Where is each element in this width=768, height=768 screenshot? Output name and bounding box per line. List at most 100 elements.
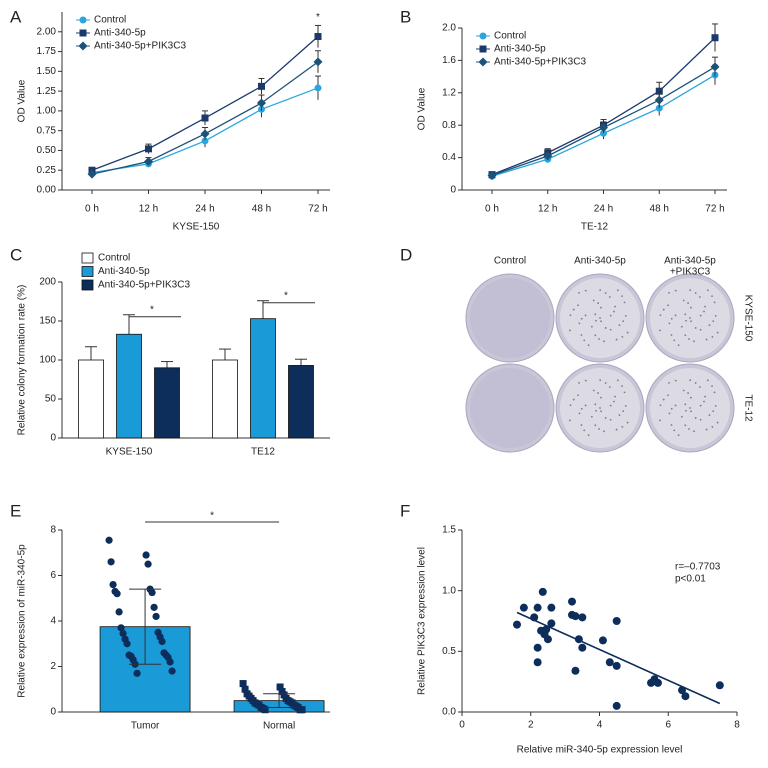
panel-label: B [400,7,411,26]
data-point [612,701,621,710]
y-tick-label: 0 [50,433,56,444]
bar [250,318,276,439]
marker [479,32,487,40]
colony [698,386,701,388]
data-point [605,658,614,667]
marker [145,145,152,153]
data-point [261,706,269,714]
bar [154,367,180,439]
colony [599,379,602,382]
colony [674,289,677,292]
colony [584,289,587,292]
y-tick-label: 4 [50,616,56,627]
colony [673,429,676,432]
data-point [547,619,556,628]
colony [712,410,715,413]
marker [478,57,488,67]
marker [257,98,266,108]
colony [608,386,611,388]
legend-label: Anti-340-5p+PIK3C3 [98,280,190,291]
data-point [578,613,587,622]
colony [572,308,575,311]
y-tick-label: 1.5 [442,525,456,536]
x-tick-label: 12 h [538,204,557,215]
data-point [133,669,141,677]
colony [682,299,685,302]
colony [690,320,692,323]
colony [670,424,673,426]
colony [608,296,611,298]
marker [479,45,487,53]
x-tick-label: Normal [263,721,295,732]
colony [580,317,583,320]
colony [623,391,626,394]
series-line [91,36,319,171]
legend-swatch [81,279,94,291]
data-point [568,597,576,606]
x-tick-label: 0 h [485,204,499,215]
colony [615,338,618,341]
data-point [547,603,556,612]
marker [654,95,664,105]
data-point [513,620,521,629]
data-point [598,636,607,645]
colony [603,340,605,343]
data-point [239,680,247,688]
data-point [152,612,160,621]
x-tick-label: 4 [597,720,603,731]
colony [711,385,713,387]
colony [674,404,677,407]
colony [680,415,683,418]
x-tick-label: 48 h [252,204,271,215]
x-tick-label: 6 [665,720,671,731]
column-label: +PIK3C3 [670,267,711,278]
y-tick-label: 1.6 [442,55,456,66]
colony [590,325,593,328]
colony [600,410,602,413]
data-point [538,587,547,596]
data-point [533,643,542,652]
x-axis-label: TE-12 [581,222,609,233]
legend-label: Control [494,31,526,42]
colony [584,404,587,407]
colony [684,334,687,337]
colony [600,396,602,399]
data-point [117,624,125,632]
data-point [533,603,542,612]
y-tick-label: 0.50 [37,145,57,156]
colony [694,417,697,419]
colony [599,407,601,409]
colony [667,304,669,307]
colony [578,412,581,415]
annotation: r=–0.7703 [675,562,721,573]
colony [618,414,621,417]
x-tick-label: 24 h [594,204,613,215]
colony [615,428,618,431]
colony [613,400,615,403]
y-axis-label: OD Value [17,79,28,122]
y-tick-label: 150 [39,316,56,327]
colony [699,418,702,421]
colony [616,379,619,382]
x-tick-label: 12 h [139,204,158,215]
bar [288,365,314,439]
x-tick-label: Tumor [131,721,160,732]
data-point [105,536,113,544]
colony [603,430,605,433]
marker [78,41,88,51]
data-point [681,692,690,701]
colony [594,424,597,427]
colony [569,314,572,317]
fit-line [516,611,721,705]
marker [200,129,210,139]
colony [699,314,702,317]
colony [716,331,719,334]
marker [655,87,663,95]
annotation: * [150,304,154,315]
colony [714,404,717,407]
data-point [119,629,127,638]
colony [621,425,624,428]
colony [714,314,717,317]
colony [583,429,586,432]
colony [580,424,583,426]
